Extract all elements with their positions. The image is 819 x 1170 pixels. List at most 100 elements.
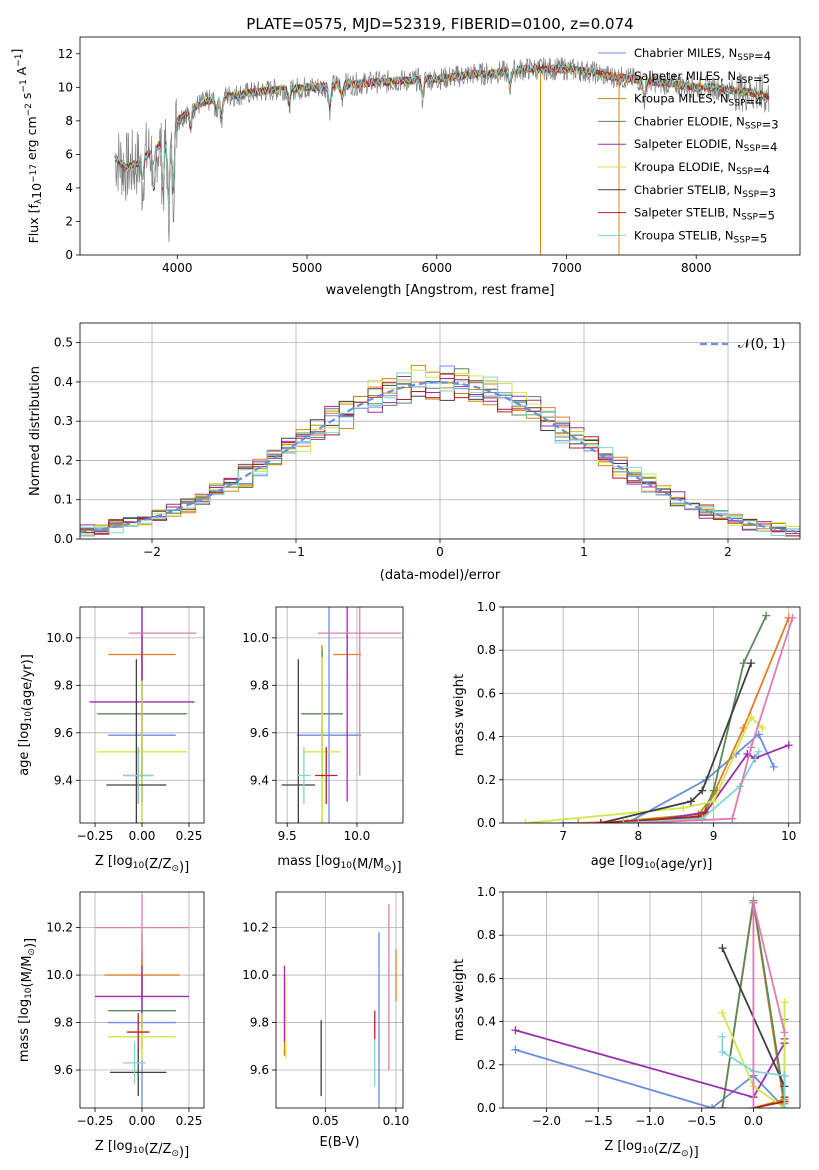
legend-entry: Kroupa STELIB, NSSP=5 [634, 228, 767, 245]
x-axis-label: Z [log10(Z/Z⊙)] [95, 1139, 189, 1160]
y-tick-label: 9.8 [250, 678, 269, 692]
x-tick-label: 7000 [551, 261, 582, 275]
legend-entry: Salpeter STELIB, NSSP=5 [634, 206, 775, 223]
weight-point-marker [718, 1047, 727, 1056]
y-tick-label: 0.0 [477, 816, 496, 830]
weight-point-marker [762, 611, 771, 620]
y-axis-label: mass weight [452, 959, 467, 1041]
residuals-frame [79, 322, 801, 540]
weight-point-marker [718, 1032, 727, 1041]
mass-vs-z-frame [79, 891, 205, 1109]
residuals-plot-area [80, 364, 800, 539]
x-tick-label: −0.25 [77, 1114, 114, 1128]
weight-point-marker [718, 1104, 727, 1108]
y-tick-label: 0.3 [54, 414, 73, 428]
legend-entry: Kroupa ELODIE, NSSP=4 [634, 160, 770, 177]
mass-vs-z-panel: −0.25 0.00 0.25 9.6 9.8 10.0 10.2 Z [log10(Z/Z⊙… [17, 891, 205, 1160]
y-tick-label: 9.6 [250, 726, 269, 740]
weight-series-line [623, 751, 760, 823]
residual-histogram [80, 372, 800, 539]
y-tick-label: 0.1 [54, 493, 73, 507]
normal-curve [80, 381, 798, 534]
weight-vs-z-panel: −2.0 −1.5 −1.0 −0.5 0.0 0.0 0.2 0.4 0.6 0.8 1.0 Z [… [452, 885, 801, 1160]
x-axis-label: E(B-V) [319, 1135, 359, 1150]
weight-point-marker [698, 786, 707, 795]
residuals-panel: −2 −1 0 1 2 0.0 0.1 0.2 0.3 0.4 0.5 𝒩(0, 1) (data-mo… [28, 322, 801, 583]
y-axis-label: mass [log10(M/M⊙)] [17, 938, 38, 1062]
weight-vs-z-frame [502, 891, 801, 1109]
y-tick-label: 0.0 [54, 532, 73, 546]
x-tick-label: 0.05 [312, 1114, 339, 1128]
weight-series-line [721, 1002, 786, 1108]
x-tick-label: 0.25 [176, 1114, 203, 1128]
chart-title: PLATE=0575, MJD=52319, FIBERID=0100, z=0… [246, 15, 633, 33]
x-tick-label: 0.25 [176, 829, 203, 843]
y-tick-label: 10.0 [242, 968, 269, 982]
y-tick-label: 10.0 [242, 631, 269, 645]
legend-entry: Salpeter MILES, NSSP=5 [634, 69, 770, 86]
weight-point-marker [747, 743, 756, 752]
weight-point-marker [634, 819, 643, 823]
weight-point-marker [708, 1104, 717, 1108]
y-tick-label: 9.6 [250, 1063, 269, 1077]
weight-series-line [563, 732, 775, 823]
x-tick-label: 6000 [421, 261, 452, 275]
y-tick-label: 9.6 [54, 726, 73, 740]
spectrum-panel: 4000 5000 6000 7000 8000 0 2 4 6 8 10 12 Chabrier MI… [9, 15, 801, 298]
weight-point-marker [698, 814, 707, 823]
weight-series-line [600, 662, 752, 823]
x-tick-label: 10 [781, 829, 796, 843]
weight-point-marker [718, 944, 727, 953]
y-tick-label: 0 [65, 248, 73, 262]
spectrum-frame [79, 36, 801, 256]
weight-point-marker [686, 797, 695, 806]
y-tick-label: 6 [65, 147, 73, 161]
weight-point-marker [511, 1026, 520, 1035]
y-tick-label: 4 [65, 181, 73, 195]
y-tick-label: 1.0 [477, 600, 496, 614]
y-tick-label: 9.6 [54, 1063, 73, 1077]
x-axis-label: (data-model)/error [380, 568, 501, 583]
mass-vs-ebv-panel: 0.05 0.10 9.6 9.8 10.0 10.2 E(B-V) [242, 891, 409, 1150]
weight-point-marker [749, 898, 758, 907]
y-tick-label: 10.2 [46, 921, 73, 935]
x-axis-label: age [log10(age/yr)] [591, 854, 713, 872]
x-tick-label: 8 [635, 829, 643, 843]
age-vs-mass-panel: 9.5 10.0 9.4 9.6 9.8 10.0 mass [log10(M/M⊙)] [242, 606, 404, 875]
y-axis-label: age [log10(age/yr)] [17, 654, 35, 776]
weight-point-marker [718, 1008, 727, 1017]
weight-point-marker [679, 803, 688, 812]
weight-point-marker [728, 814, 737, 823]
y-tick-label: 12 [58, 47, 73, 61]
x-tick-label: 10.0 [344, 829, 371, 843]
weight-point-marker [559, 819, 568, 823]
age-vs-z-panel: −0.25 0.00 0.25 9.4 9.6 9.8 10.0 Z [log10(Z/Z⊙)… [17, 606, 205, 875]
weight-point-marker [780, 998, 789, 1007]
weight-point-marker [758, 723, 767, 732]
weight-vs-z-plot-area [511, 896, 789, 1108]
x-tick-label: 2 [724, 545, 732, 559]
age-vs-z-plot-area [89, 607, 197, 823]
y-tick-label: 0.6 [477, 971, 496, 985]
y-tick-label: 9.4 [54, 773, 73, 787]
y-tick-label: 0.6 [477, 686, 496, 700]
y-tick-label: 1.0 [477, 885, 496, 899]
y-tick-label: 0.5 [54, 336, 73, 350]
y-tick-label: 0.8 [477, 928, 496, 942]
model-spectrum-line [114, 63, 769, 205]
weight-point-marker [780, 1104, 789, 1108]
x-tick-label: 0.00 [129, 1114, 156, 1128]
x-tick-label: 9 [710, 829, 718, 843]
weight-point-marker [574, 819, 583, 823]
weight-point-marker [709, 786, 718, 795]
x-tick-label: 8000 [681, 261, 712, 275]
x-tick-label: −2 [143, 545, 161, 559]
y-tick-label: 10.0 [46, 631, 73, 645]
weight-point-marker [780, 1071, 789, 1080]
weight-series-line [623, 615, 768, 823]
x-tick-label: 5000 [292, 261, 323, 275]
age-vs-mass-plot-area [281, 607, 402, 823]
x-tick-label: 9.5 [278, 829, 297, 843]
y-tick-label: 10 [58, 80, 73, 94]
